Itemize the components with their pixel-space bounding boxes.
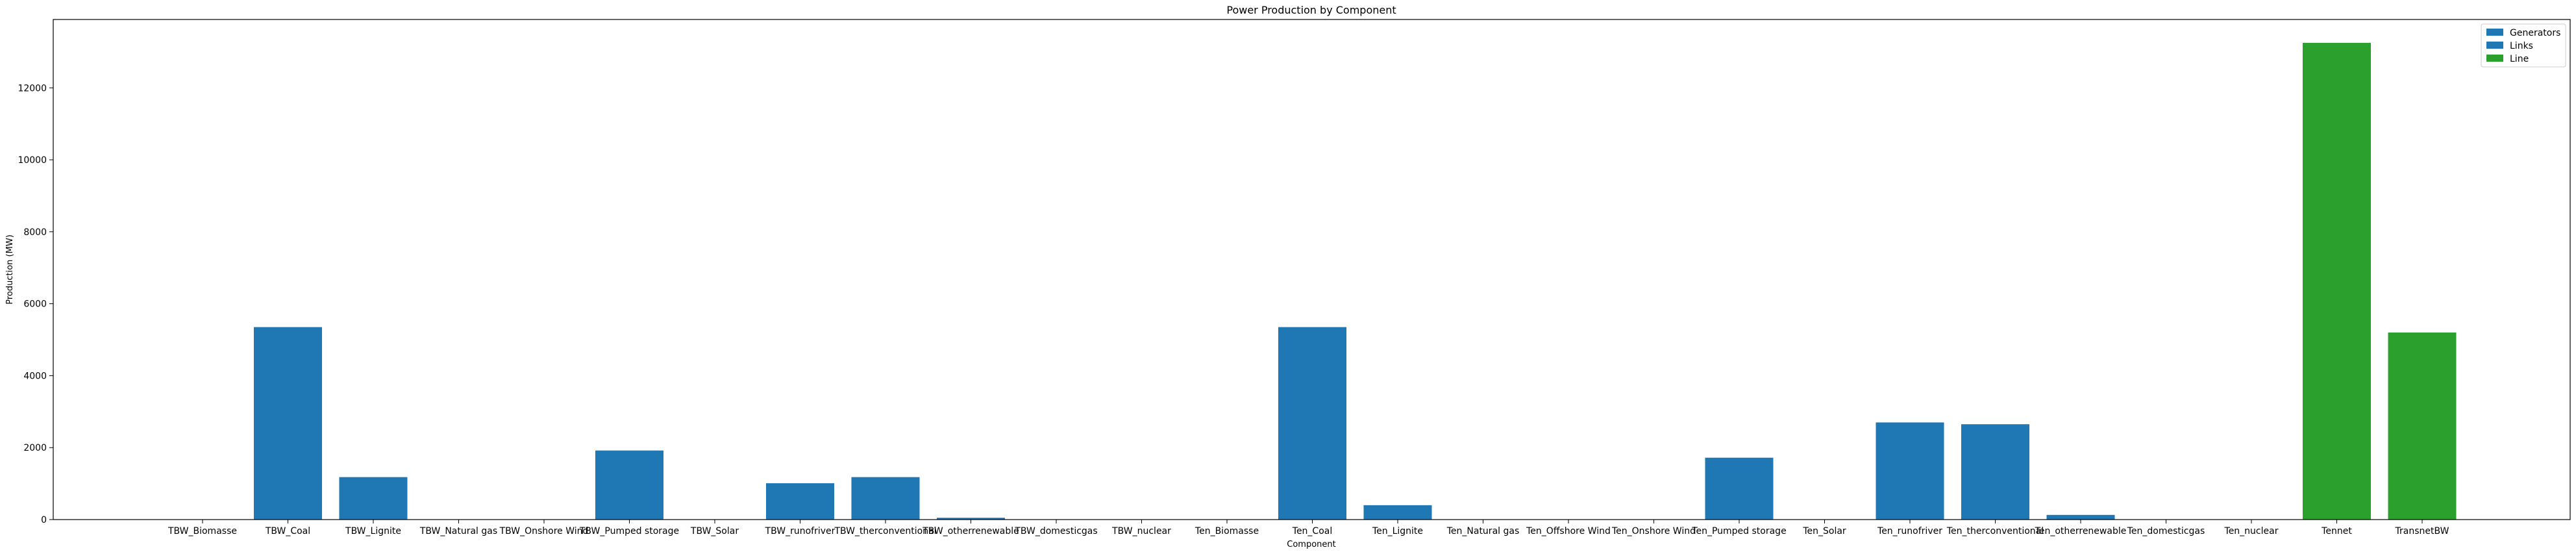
y-tick-label-0: 0 (41, 515, 47, 525)
y-axis-ticks: 0 2000 4000 6000 8000 10000 12000 (18, 83, 53, 525)
legend-swatch-links (2486, 42, 2503, 49)
x-tick-label-5: TBW_Pumped storage (579, 526, 679, 536)
legend: Generators Links Line (2481, 23, 2566, 68)
x-tick-label-6: TBW_Solar (690, 526, 739, 536)
x-tick-label-18: Ten_Pumped storage (1691, 526, 1786, 536)
x-tick-label-13: Ten_Coal (1292, 526, 1332, 536)
y-tick-label-3: 6000 (23, 299, 47, 310)
x-axis-ticks: TBW_Biomasse TBW_Coal TBW_Lignite TBW_Natur… (167, 520, 2449, 536)
x-tick-label-19: Ten_Solar (1802, 526, 1846, 536)
bar-generators-9 (937, 518, 1005, 520)
x-tick-label-17: Ten_Onshore Wind (1611, 526, 1696, 536)
x-tick-label-4: TBW_Onshore Wind (499, 526, 589, 536)
bars-group (254, 43, 2457, 520)
plot-area-frame (53, 19, 2571, 520)
bar-line-25 (2303, 43, 2371, 520)
bar-generators-2 (339, 477, 408, 520)
legend-items: Generators Links Line (2486, 28, 2560, 64)
x-tick-label-3: TBW_Natural gas (419, 526, 497, 536)
x-tick-label-8: TBW_therconventional (834, 526, 936, 536)
y-tick-label-5: 10000 (18, 155, 47, 166)
bar-generators-14 (1363, 505, 1432, 520)
x-tick-label-14: Ten_Lignite (1372, 526, 1423, 536)
x-tick-label-1: TBW_Coal (265, 526, 310, 536)
x-tick-label-10: TBW_domesticgas (1014, 526, 1097, 536)
legend-label-links: Links (2510, 41, 2533, 51)
x-tick-label-7: TBW_runofriver (765, 526, 836, 536)
x-tick-label-16: Ten_Offshore Wind (1526, 526, 1611, 536)
legend-swatch-line (2486, 55, 2503, 62)
bar-line-26 (2388, 332, 2457, 520)
x-tick-label-0: TBW_Biomasse (167, 526, 237, 536)
legend-label-generators: Generators (2510, 28, 2560, 38)
x-tick-label-24: Ten_nuclear (2224, 526, 2279, 536)
x-tick-label-11: TBW_nuclear (1111, 526, 1171, 536)
x-tick-label-15: Ten_Natural gas (1446, 526, 1520, 536)
bar-generators-13 (1278, 327, 1346, 520)
x-tick-label-25: Tennet (2321, 526, 2352, 536)
bar-generators-8 (851, 477, 920, 520)
x-tick-label-26: TransnetBW (2395, 526, 2449, 536)
x-tick-label-20: Ten_runofriver (1877, 526, 1942, 536)
x-tick-label-22: Ten_otherrenewable (2035, 526, 2127, 536)
x-tick-label-21: Ten_therconventional (1946, 526, 2044, 536)
y-tick-label-4: 8000 (23, 227, 47, 238)
chart-title: Power Production by Component (1226, 4, 1396, 16)
bar-generators-20 (1876, 422, 1944, 520)
bar-generators-1 (254, 327, 322, 520)
y-tick-label-6: 12000 (18, 83, 47, 94)
legend-label-line: Line (2510, 54, 2529, 64)
x-tick-label-9: TBW_otherrenewable (922, 526, 1019, 536)
bar-generators-21 (1961, 424, 2029, 520)
x-tick-label-12: Ten_Biomasse (1195, 526, 1259, 536)
bar-generators-22 (2046, 514, 2115, 520)
y-tick-label-2: 4000 (23, 371, 47, 381)
bar-generators-5 (595, 450, 663, 520)
x-axis-label: Component (1287, 540, 1335, 549)
legend-swatch-generators (2486, 29, 2503, 36)
y-axis-label: Production (MW) (5, 234, 15, 305)
x-tick-label-23: Ten_domesticgas (2127, 526, 2205, 536)
bar-generators-18 (1705, 457, 1774, 520)
bar-generators-7 (766, 483, 834, 520)
x-tick-label-2: TBW_Lignite (345, 526, 401, 536)
y-tick-label-1: 2000 (23, 443, 47, 453)
